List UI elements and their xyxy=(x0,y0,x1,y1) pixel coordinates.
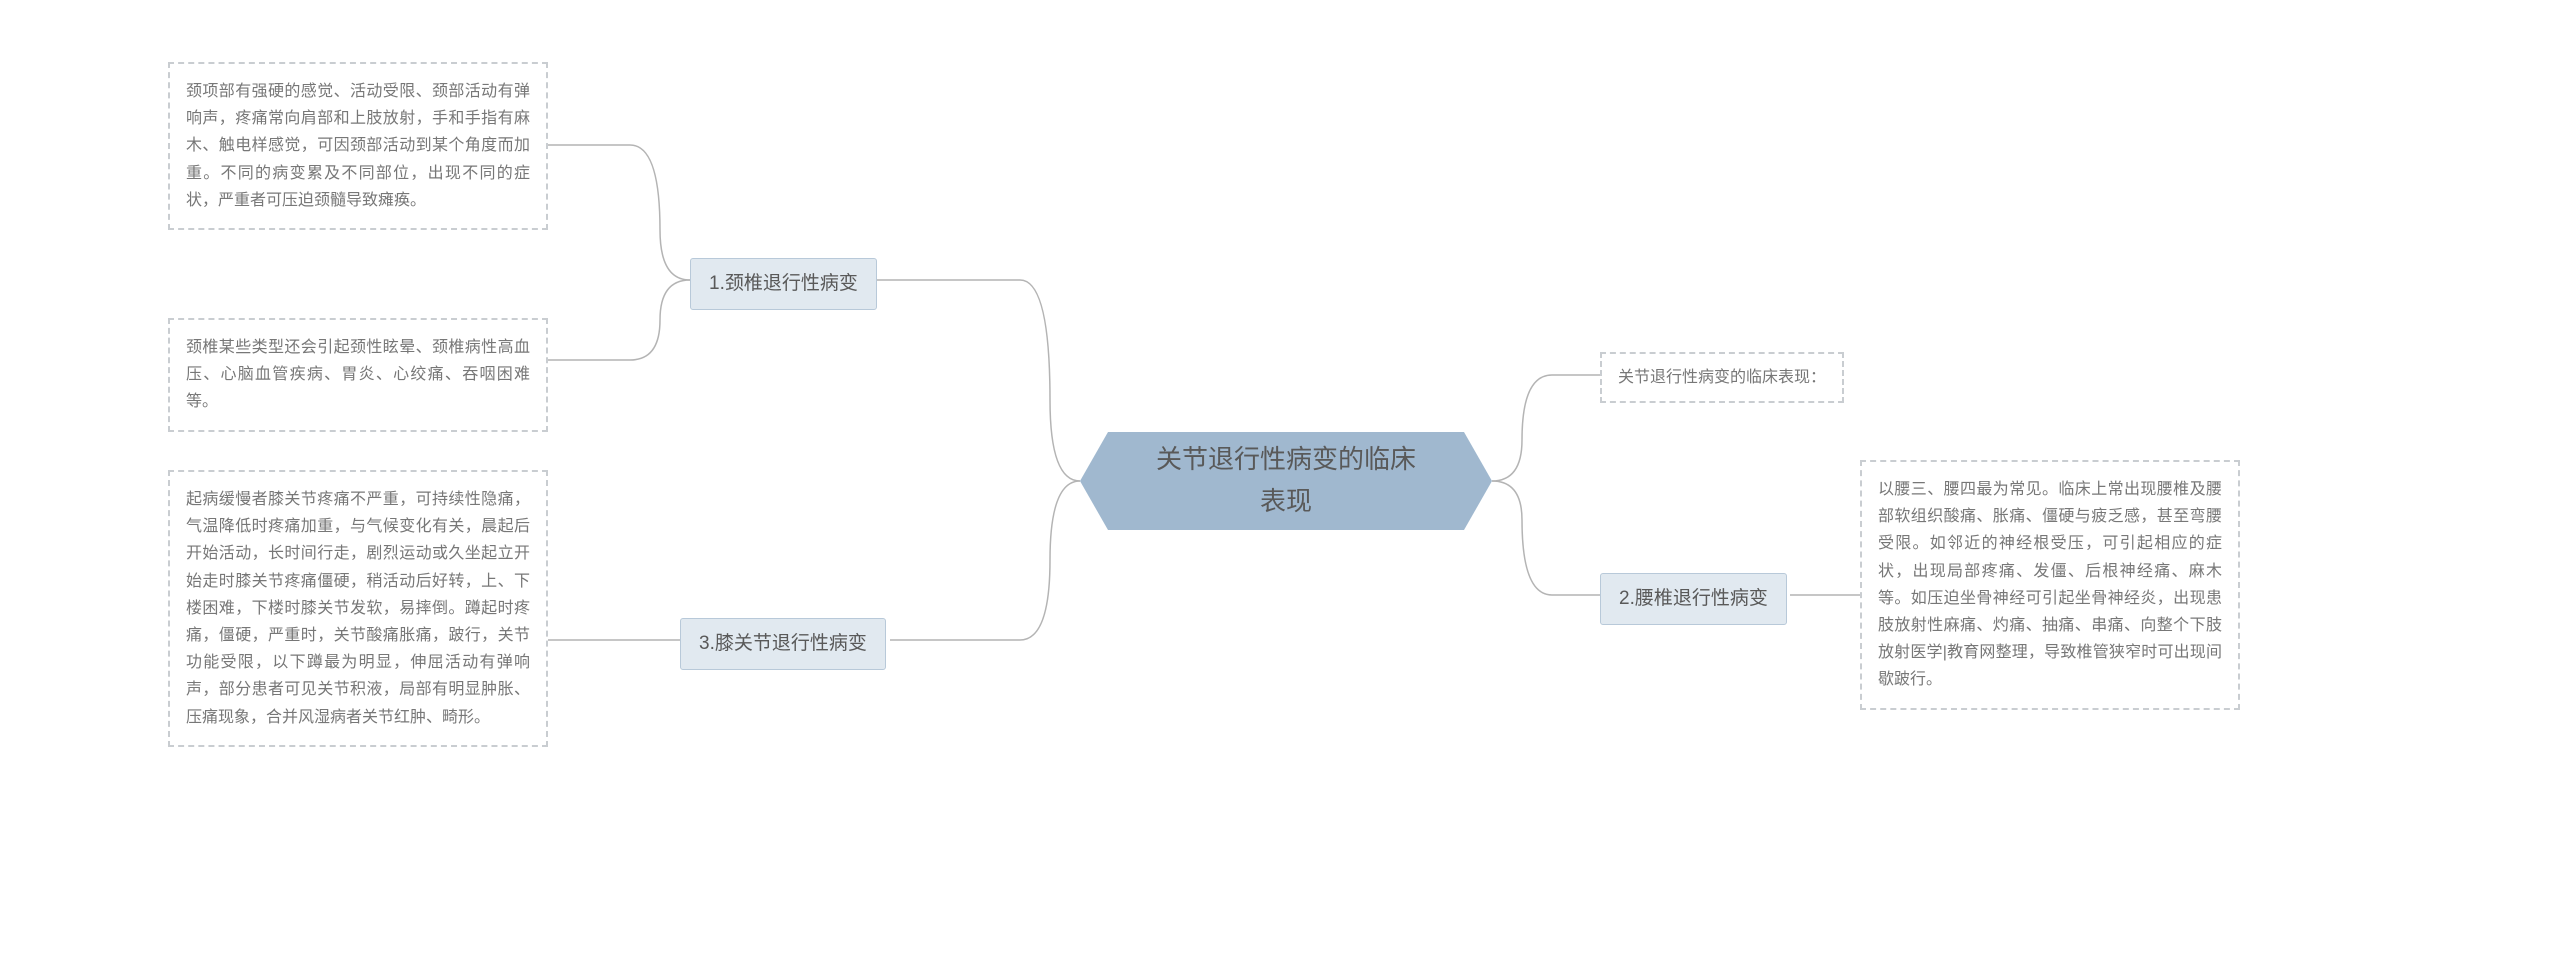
center-title: 关节退行性病变的临床表现 xyxy=(1148,439,1424,522)
branch-lumbar[interactable]: 2.腰椎退行性病变 xyxy=(1600,573,1787,625)
branch-cervical[interactable]: 1.颈椎退行性病变 xyxy=(690,258,877,310)
leaf-cervical-2-text: 颈椎某些类型还会引起颈性眩晕、颈椎病性高血压、心脑血管疾病、胃炎、心绞痛、吞咽困… xyxy=(186,339,530,410)
branch-cervical-label: 1.颈椎退行性病变 xyxy=(709,273,858,294)
leaf-cervical-1: 颈项部有强硬的感觉、活动受限、颈部活动有弹响声，疼痛常向肩部和上肢放射，手和手指… xyxy=(168,62,548,230)
leaf-lumbar: 以腰三、腰四最为常见。临床上常出现腰椎及腰部软组织酸痛、胀痛、僵硬与疲乏感，甚至… xyxy=(1860,460,2240,710)
branch-lumbar-label: 2.腰椎退行性病变 xyxy=(1619,588,1768,609)
leaf-cervical-1-text: 颈项部有强硬的感觉、活动受限、颈部活动有弹响声，疼痛常向肩部和上肢放射，手和手指… xyxy=(186,83,530,209)
leaf-knee: 起病缓慢者膝关节疼痛不严重，可持续性隐痛，气温降低时疼痛加重，与气候变化有关，晨… xyxy=(168,470,548,747)
branch-summary: 关节退行性病变的临床表现： xyxy=(1600,352,1844,403)
leaf-lumbar-text: 以腰三、腰四最为常见。临床上常出现腰椎及腰部软组织酸痛、胀痛、僵硬与疲乏感，甚至… xyxy=(1878,481,2222,688)
branch-knee[interactable]: 3.膝关节退行性病变 xyxy=(680,618,886,670)
leaf-cervical-2: 颈椎某些类型还会引起颈性眩晕、颈椎病性高血压、心脑血管疾病、胃炎、心绞痛、吞咽困… xyxy=(168,318,548,432)
branch-knee-label: 3.膝关节退行性病变 xyxy=(699,633,867,654)
leaf-knee-text: 起病缓慢者膝关节疼痛不严重，可持续性隐痛，气温降低时疼痛加重，与气候变化有关，晨… xyxy=(186,491,530,726)
center-node: 关节退行性病变的临床表现 xyxy=(1108,432,1464,530)
branch-summary-label: 关节退行性病变的临床表现： xyxy=(1618,369,1826,386)
